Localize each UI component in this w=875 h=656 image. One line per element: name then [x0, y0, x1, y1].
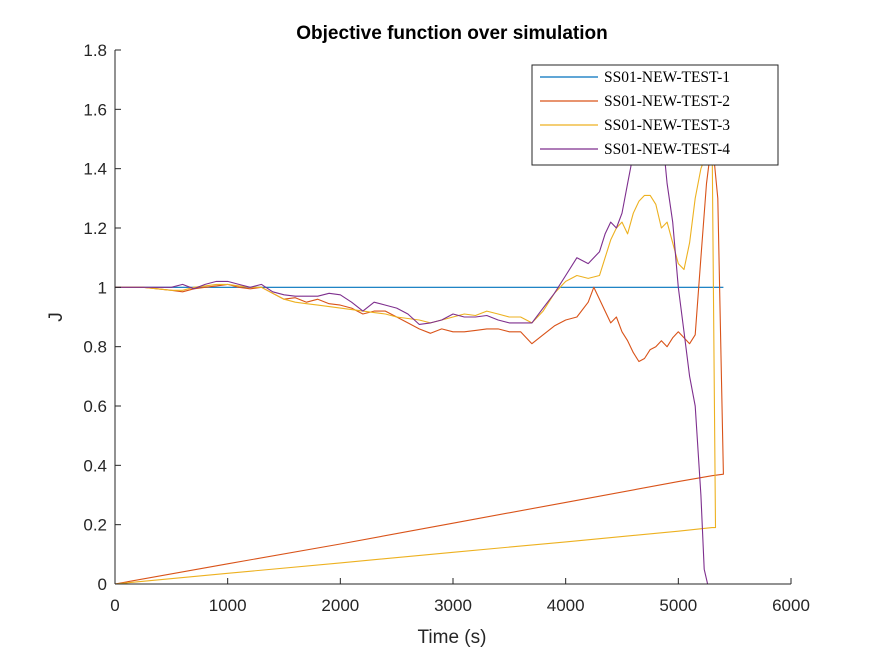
legend-label-1: SS01-NEW-TEST-1 — [604, 69, 730, 86]
y-tick-label: 1.8 — [83, 41, 107, 60]
x-tick-label: 4000 — [547, 596, 585, 615]
x-tick-label: 2000 — [321, 596, 359, 615]
series-line-4 — [115, 79, 710, 585]
x-tick-label: 1000 — [209, 596, 247, 615]
chart-title: Objective function over simulation — [296, 23, 607, 44]
legend-label-3: SS01-NEW-TEST-3 — [604, 117, 730, 134]
legend-box — [531, 64, 779, 166]
legend: SS01-NEW-TEST-1 SS01-NEW-TEST-2 SS01-NEW-T… — [531, 64, 779, 166]
x-tick-label: 3000 — [434, 596, 472, 615]
legend-label-2: SS01-NEW-TEST-2 — [604, 93, 730, 110]
x-tick-label: 6000 — [772, 596, 810, 615]
x-tick-label: 0 — [110, 596, 119, 615]
y-axis-label: J — [46, 312, 67, 322]
axes: 0 1000 2000 3000 4000 5000 6000 0 0.2 0.4 0.6 0.8 1 1… — [83, 41, 810, 615]
series-lines — [114, 79, 724, 585]
x-tick-label: 5000 — [659, 596, 697, 615]
y-tick-label: 1.4 — [83, 160, 107, 179]
x-axis-label: Time (s) — [418, 627, 487, 648]
y-tick-label: 0.6 — [83, 397, 107, 416]
y-tick-label: 0.2 — [83, 516, 107, 535]
y-tick-label: 0.8 — [83, 338, 107, 357]
y-tick-label: 0 — [98, 575, 107, 594]
y-tick-label: 1 — [98, 278, 107, 297]
y-tick-label: 0.4 — [83, 456, 107, 475]
legend-label-4: SS01-NEW-TEST-4 — [604, 141, 730, 158]
y-tick-label: 1.6 — [83, 100, 107, 119]
y-tick-label: 1.2 — [83, 219, 107, 238]
